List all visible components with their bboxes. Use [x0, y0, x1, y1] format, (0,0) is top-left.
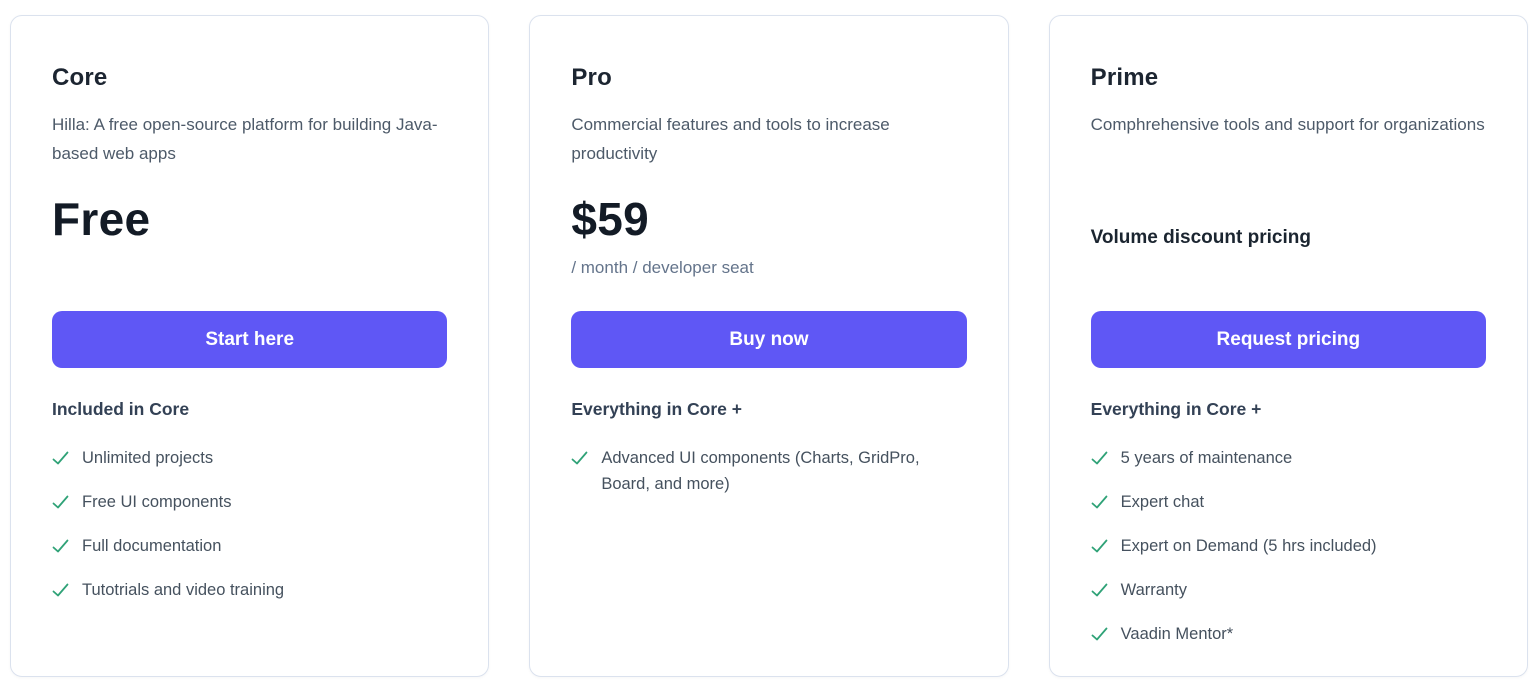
- pricing-card-core: Core Hilla: A free open-source platform …: [10, 15, 490, 677]
- check-icon: [52, 451, 69, 465]
- price-zone: Free: [52, 168, 447, 311]
- check-icon: [1091, 451, 1108, 465]
- features-header: Everything in Core +: [1090, 399, 1262, 419]
- feature-label: 5 years of maintenance: [1120, 449, 1293, 467]
- feature-label: Expert chat: [1120, 493, 1205, 511]
- list-item: Expert chat: [1091, 489, 1486, 515]
- feature-label: Tutotrials and video training: [82, 581, 285, 599]
- plan-title: Pro: [571, 64, 612, 91]
- features-list: 5 years of maintenance Expert chat Exper…: [1091, 445, 1486, 647]
- plan-price: $59: [571, 193, 649, 245]
- list-item: Advanced UI components (Charts, GridPro,…: [571, 445, 966, 497]
- check-icon: [1091, 627, 1108, 641]
- plan-title: Core: [52, 64, 108, 91]
- check-icon: [571, 451, 588, 465]
- list-item: 5 years of maintenance: [1091, 445, 1486, 471]
- plan-description: Commercial features and tools to increas…: [571, 115, 890, 163]
- list-item: Tutotrials and video training: [52, 577, 447, 603]
- price-zone: $59 / month / developer seat: [571, 168, 966, 311]
- plan-description: Hilla: A free open-source platform for b…: [52, 115, 438, 163]
- check-icon: [1091, 495, 1108, 509]
- plan-description: Comphrehensive tools and support for org…: [1090, 115, 1485, 134]
- plan-title: Prime: [1090, 64, 1159, 91]
- feature-label: Advanced UI components (Charts, GridPro,…: [601, 449, 920, 493]
- plan-price-volume: Volume discount pricing: [1090, 227, 1311, 248]
- list-item: Unlimited projects: [52, 445, 447, 471]
- list-item: Vaadin Mentor*: [1091, 621, 1486, 647]
- price-zone: Volume discount pricing: [1091, 168, 1486, 311]
- check-icon: [1091, 583, 1108, 597]
- core-cta-button[interactable]: Start here: [52, 311, 448, 368]
- features-header: Everything in Core +: [571, 399, 742, 419]
- check-icon: [52, 539, 69, 553]
- feature-label: Expert on Demand (5 hrs included): [1120, 537, 1377, 555]
- list-item: Warranty: [1091, 577, 1486, 603]
- check-icon: [52, 495, 69, 509]
- features-list: Advanced UI components (Charts, GridPro,…: [571, 445, 966, 497]
- pro-cta-button[interactable]: Buy now: [571, 311, 967, 368]
- list-item: Free UI components: [52, 489, 447, 515]
- plan-price-note: / month / developer seat: [571, 258, 754, 277]
- pricing-card-pro: Pro Commercial features and tools to inc…: [529, 15, 1009, 677]
- feature-label: Warranty: [1120, 581, 1187, 599]
- check-icon: [1091, 539, 1108, 553]
- feature-label: Free UI components: [82, 493, 232, 511]
- feature-label: Unlimited projects: [82, 449, 214, 467]
- feature-label: Vaadin Mentor*: [1120, 625, 1234, 643]
- plan-price: Free: [52, 193, 151, 245]
- prime-cta-button[interactable]: Request pricing: [1090, 311, 1486, 368]
- pricing-card-prime: Prime Comphrehensive tools and support f…: [1048, 15, 1528, 677]
- features-header: Included in Core: [52, 399, 190, 419]
- features-list: Unlimited projects Free UI components Fu…: [52, 445, 447, 603]
- list-item: Full documentation: [52, 533, 447, 559]
- list-item: Expert on Demand (5 hrs included): [1091, 533, 1486, 559]
- feature-label: Full documentation: [82, 537, 222, 555]
- check-icon: [52, 583, 69, 597]
